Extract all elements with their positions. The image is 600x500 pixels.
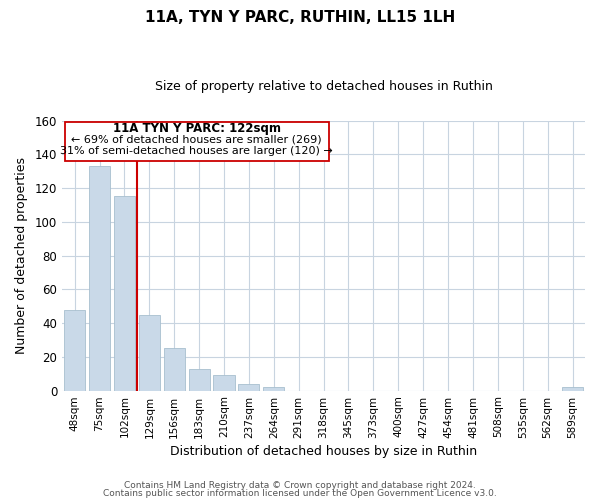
Bar bbox=[89, 166, 110, 390]
Y-axis label: Number of detached properties: Number of detached properties bbox=[15, 157, 28, 354]
Bar bbox=[238, 384, 259, 390]
Bar bbox=[139, 314, 160, 390]
Bar bbox=[214, 376, 235, 390]
Bar bbox=[114, 196, 135, 390]
X-axis label: Distribution of detached houses by size in Ruthin: Distribution of detached houses by size … bbox=[170, 444, 477, 458]
Bar bbox=[64, 310, 85, 390]
Bar bbox=[164, 348, 185, 391]
Bar bbox=[263, 387, 284, 390]
Text: Contains HM Land Registry data © Crown copyright and database right 2024.: Contains HM Land Registry data © Crown c… bbox=[124, 481, 476, 490]
Bar bbox=[562, 387, 583, 390]
Title: Size of property relative to detached houses in Ruthin: Size of property relative to detached ho… bbox=[155, 80, 493, 93]
Bar bbox=[188, 368, 209, 390]
Text: 11A, TYN Y PARC, RUTHIN, LL15 1LH: 11A, TYN Y PARC, RUTHIN, LL15 1LH bbox=[145, 10, 455, 25]
Text: 11A TYN Y PARC: 122sqm: 11A TYN Y PARC: 122sqm bbox=[113, 122, 281, 134]
FancyBboxPatch shape bbox=[65, 122, 329, 161]
Text: Contains public sector information licensed under the Open Government Licence v3: Contains public sector information licen… bbox=[103, 488, 497, 498]
Text: ← 69% of detached houses are smaller (269): ← 69% of detached houses are smaller (26… bbox=[71, 134, 322, 144]
Text: 31% of semi-detached houses are larger (120) →: 31% of semi-detached houses are larger (… bbox=[60, 146, 333, 156]
